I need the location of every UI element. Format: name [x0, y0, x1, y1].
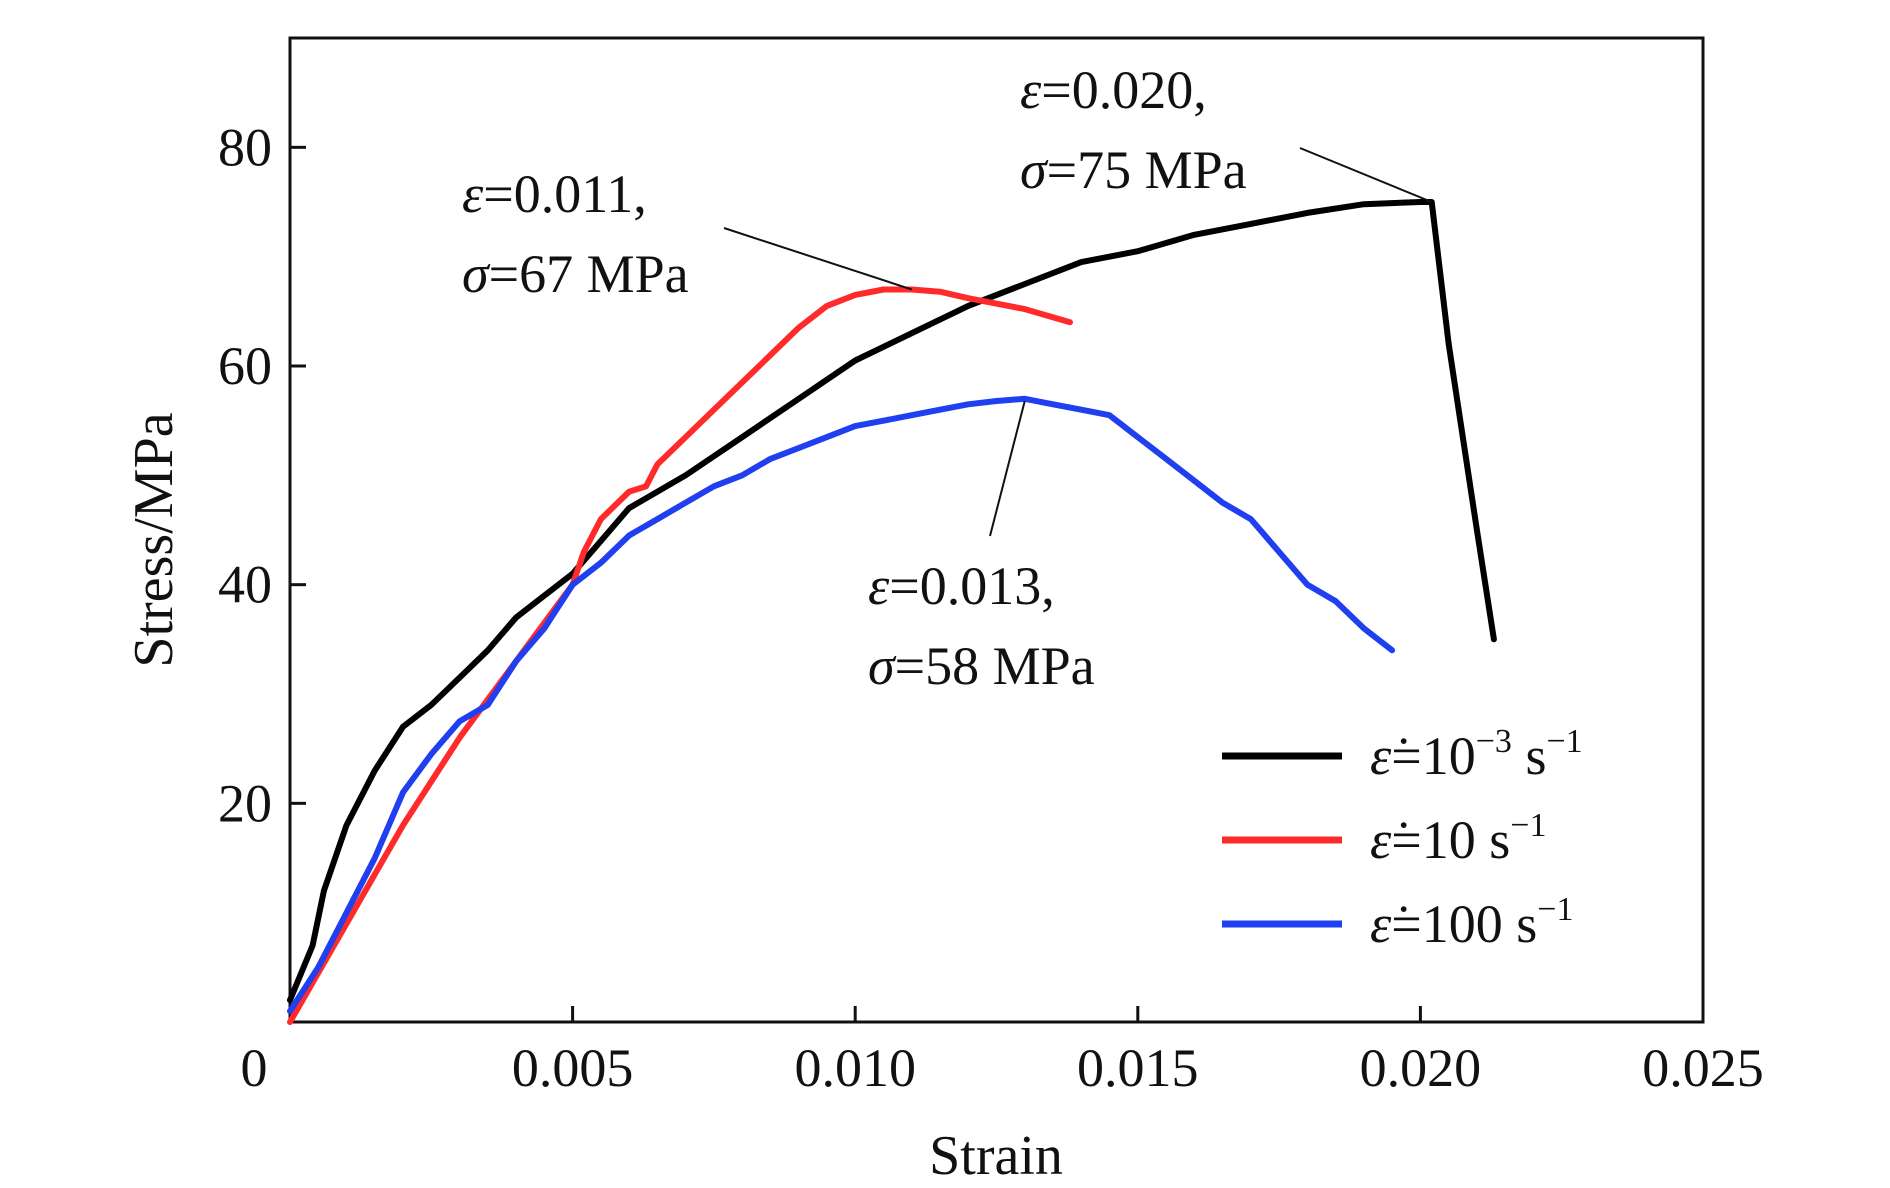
- annotation-text: ε=0.020,: [1020, 60, 1207, 120]
- x-axis-label: Strain: [929, 1125, 1063, 1187]
- legend: ε̇=10−3 s−1 ε̇=10 s−1 ε̇=100 s−1: [1200, 718, 1650, 954]
- annotation-leader: [989, 400, 1026, 537]
- x-tick-label: 0.010: [794, 1038, 916, 1098]
- annotation-leader: [723, 227, 913, 291]
- annotations: ε=0.011, σ=67 MPa ε=0.020, σ=75 MPa ε=0.013,…: [462, 60, 1433, 696]
- series-line-0: [287, 199, 1497, 1004]
- y-tick-label: 40: [218, 555, 272, 615]
- y-tick-label: 20: [218, 773, 272, 833]
- annotation-text: σ=58 MPa: [868, 636, 1095, 696]
- legend-entry: ε̇=10 s−1: [1370, 807, 1546, 870]
- x-tick-label: 0.005: [512, 1038, 634, 1098]
- annotation-text: σ=75 MPa: [1020, 140, 1247, 200]
- x-axis-ticks: 0 0.005 0.010 0.015 0.020 0.025: [241, 1006, 1764, 1098]
- y-axis-label: Stress/MPa: [123, 412, 185, 667]
- data-series: [287, 199, 1497, 1025]
- x-tick-label: 0.025: [1642, 1038, 1764, 1098]
- x-tick-label: 0.020: [1360, 1038, 1482, 1098]
- y-tick-label: 80: [218, 117, 272, 177]
- y-tick-label: 60: [218, 336, 272, 396]
- x-tick-label: 0: [241, 1038, 268, 1098]
- annotation-leader: [1299, 147, 1433, 203]
- plot-frame: [288, 36, 1705, 1024]
- annotation-text: ε=0.011,: [462, 164, 647, 224]
- annotation-text: ε=0.013,: [868, 556, 1055, 616]
- series-line-2: [287, 395, 1396, 1015]
- annotation-text: σ=67 MPa: [462, 244, 689, 304]
- y-axis-ticks: 20 40 60 80: [218, 117, 306, 833]
- x-tick-label: 0.015: [1077, 1038, 1199, 1098]
- legend-entry: ε̇=10−3 s−1: [1370, 723, 1583, 786]
- legend-entry: ε̇=100 s−1: [1370, 891, 1573, 954]
